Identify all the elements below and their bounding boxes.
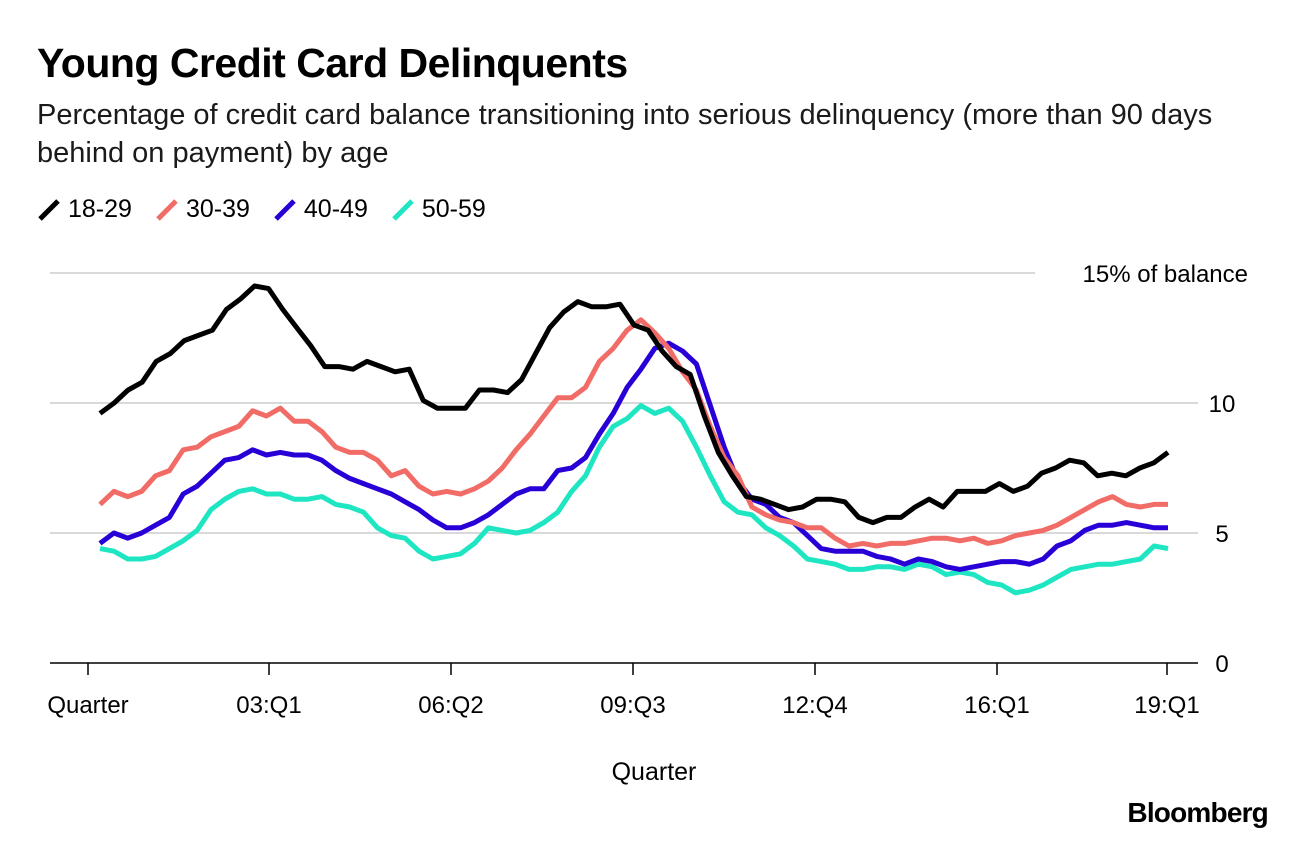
legend-item-50-59: 50-59 <box>392 195 486 224</box>
legend-swatch-30-39 <box>156 198 178 221</box>
y-tick-label-0: 0 <box>1215 651 1228 678</box>
x-tick-label-2: 06:Q2 <box>418 692 483 719</box>
legend-swatch-18-29 <box>38 198 60 221</box>
chart-title: Young Credit Card Delinquents <box>37 40 628 86</box>
legend-swatch-40-49 <box>274 198 296 221</box>
legend-label-40-49: 40-49 <box>303 195 368 223</box>
legend-item-18-29: 18-29 <box>38 195 132 224</box>
legend-item-30-39: 30-39 <box>156 195 250 224</box>
legend-label-50-59: 50-59 <box>421 195 486 223</box>
x-tick-label-4: 12:Q4 <box>782 692 847 719</box>
x-tick-label-6: 19:Q1 <box>1134 692 1199 719</box>
legend-label-18-29: 18-29 <box>68 195 132 223</box>
series-line-40-49 <box>98 340 1168 572</box>
legend-item-40-49: 40-49 <box>274 195 368 224</box>
x-tick-label-1: 03:Q1 <box>236 692 301 719</box>
legend-label-30-39: 30-39 <box>185 195 250 223</box>
series-line-30-39 <box>98 317 1168 549</box>
x-tick-label-0: Quarter <box>47 692 128 719</box>
y-tick-label-5: 5 <box>1215 521 1228 548</box>
chart-subtitle: Percentage of credit card balance transi… <box>37 99 1213 169</box>
x-axis-title: Quarter <box>612 758 697 786</box>
x-tick-label-3: 09:Q3 <box>600 692 665 719</box>
y-tick-label-15: 15% of balance <box>1083 261 1248 288</box>
series-line-18-29 <box>98 283 1170 526</box>
y-tick-label-10: 10 <box>1209 391 1236 418</box>
legend: 18-29 30-39 40-49 50-59 <box>38 195 510 224</box>
bloomberg-logo: Bloomberg <box>1127 797 1268 828</box>
x-tick-label-5: 16:Q1 <box>964 692 1029 719</box>
series-line-50-59 <box>99 403 1169 596</box>
legend-swatch-50-59 <box>392 198 414 221</box>
